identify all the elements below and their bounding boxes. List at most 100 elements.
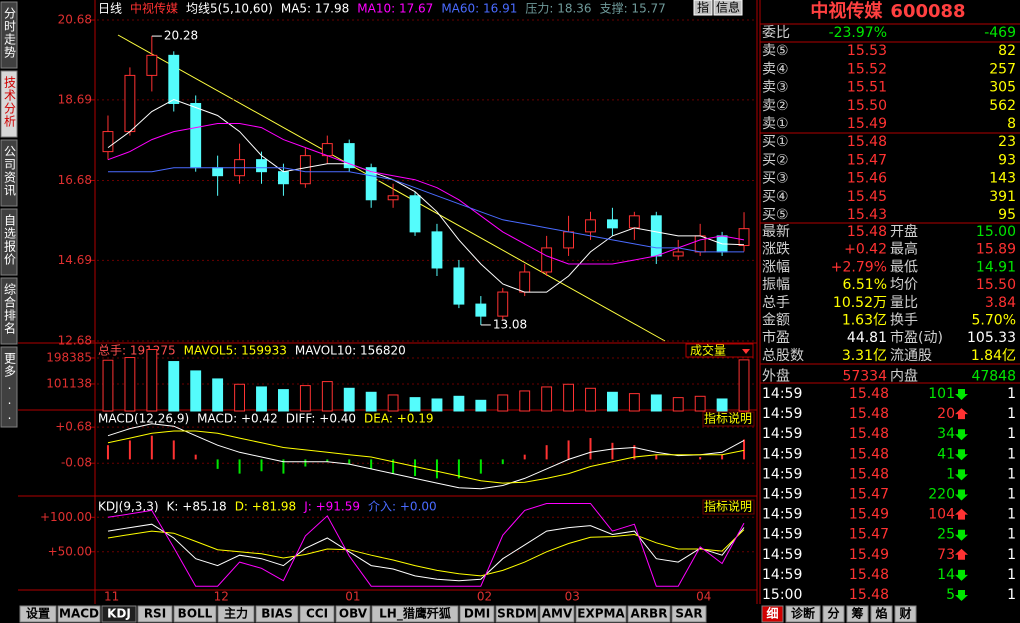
- volume-bar: [409, 397, 421, 412]
- volume-bar: [475, 399, 487, 412]
- legend-item: 总手: 191275: [98, 344, 176, 358]
- trade-count: 1: [1007, 426, 1016, 442]
- stock-title: 中视传媒 600088: [810, 0, 965, 22]
- chart-title: MACD(12,26,9): [98, 412, 189, 426]
- bottom-tab[interactable]: [459, 605, 495, 623]
- bottom-tab[interactable]: [539, 605, 575, 623]
- volume-bar: [124, 357, 136, 412]
- side-tab-label: 分时走势: [3, 7, 17, 59]
- volume-bar: [343, 387, 355, 412]
- bottom-tab[interactable]: [173, 605, 217, 623]
- quote-tab[interactable]: [785, 605, 821, 623]
- legend-item: DIFF: +0.40: [286, 412, 356, 426]
- series-line: [107, 430, 745, 484]
- indicator-name: 均线5(5,10,60): [186, 2, 273, 16]
- quote-tab[interactable]: [822, 605, 845, 623]
- quote-tab[interactable]: [761, 605, 784, 623]
- bottom-tab-label: BOLL: [178, 607, 213, 621]
- trade-count: 1: [1007, 567, 1016, 583]
- book-volume: 8: [1007, 116, 1016, 132]
- side-tab-label: 自选报价: [3, 214, 17, 266]
- book-label: 买③: [762, 171, 789, 187]
- volume-bar: [146, 349, 158, 412]
- bottom-tab[interactable]: [335, 605, 371, 623]
- side-tab[interactable]: [0, 1, 18, 69]
- header-button[interactable]: [713, 0, 743, 16]
- note-box[interactable]: [702, 499, 755, 515]
- candle-body: [299, 155, 311, 185]
- side-tab[interactable]: [0, 139, 18, 207]
- bottom-tab[interactable]: [495, 605, 539, 623]
- legend-item: 介入: +0.00: [368, 500, 437, 514]
- bottom-tab[interactable]: [101, 605, 137, 623]
- series-line: [107, 423, 745, 490]
- dropdown[interactable]: [685, 343, 754, 358]
- trade-price: 15.48: [849, 466, 889, 482]
- bottom-tab-label: RSI: [144, 607, 166, 621]
- trade-volume: 104: [928, 507, 955, 523]
- book-volume: 93: [998, 152, 1016, 168]
- stat-value: 14.91: [976, 259, 1016, 275]
- dropdown-arrow: [742, 349, 750, 354]
- header-button[interactable]: [693, 0, 713, 16]
- candle-body: [475, 303, 487, 317]
- candle-body: [277, 171, 289, 185]
- stat-value: 3.84: [985, 295, 1016, 311]
- trade-price: 15.48: [849, 406, 889, 422]
- arrow-down: [955, 569, 968, 581]
- book-price: 15.52: [847, 61, 887, 77]
- side-tab[interactable]: [0, 346, 18, 428]
- bottom-tab[interactable]: [217, 605, 255, 623]
- bottom-tab[interactable]: [137, 605, 173, 623]
- trade-time: 14:59: [762, 547, 802, 563]
- legend-item: MA5: 17.98: [281, 2, 349, 16]
- bottom-tab[interactable]: [575, 605, 627, 623]
- trade-count: 1: [1007, 406, 1016, 422]
- volume-bar: [716, 398, 728, 412]
- side-tab[interactable]: [0, 277, 18, 345]
- bottom-tab[interactable]: [57, 605, 101, 623]
- quote-tab-label: 诊断: [791, 606, 815, 621]
- x-tick-label: 11: [104, 590, 119, 604]
- book-label: 买②: [762, 152, 789, 168]
- stat-value: 10.52万: [833, 295, 887, 311]
- trade-count: 1: [1007, 446, 1016, 462]
- bottom-tab-label: BIAS: [261, 607, 293, 621]
- stat-label: 换手: [890, 312, 918, 329]
- bottom-tab[interactable]: [255, 605, 299, 623]
- bottom-tab[interactable]: [627, 605, 671, 623]
- quote-tab-label: 财: [898, 606, 911, 621]
- bottom-tab[interactable]: [19, 605, 57, 623]
- trade-count: 1: [1007, 487, 1016, 503]
- stat-value: 1.63亿: [842, 313, 887, 329]
- stat-label: 均价: [890, 277, 918, 293]
- stat-value: +0.42: [844, 242, 887, 258]
- volume-bar: [606, 391, 618, 412]
- note-box[interactable]: [702, 411, 755, 427]
- candle-body: [124, 74, 136, 133]
- quote-tab[interactable]: [894, 605, 917, 623]
- quote-tab[interactable]: [870, 605, 893, 623]
- stat-label: 金额: [762, 313, 790, 329]
- trade-price: 15.49: [849, 507, 889, 523]
- stat-label: 最低: [890, 259, 918, 275]
- trade-price: 15.48: [849, 386, 889, 402]
- trade-volume: 25: [937, 527, 955, 543]
- y-tick-label: 14.69: [58, 253, 92, 267]
- quote-tab[interactable]: [846, 605, 869, 623]
- volume-bar: [519, 390, 531, 412]
- side-tab[interactable]: [0, 70, 18, 138]
- side-tab[interactable]: [0, 208, 18, 276]
- bottom-tab-label: 主力: [224, 606, 248, 621]
- x-tick-label: 04: [696, 590, 711, 604]
- candle-body: [497, 291, 509, 317]
- bottom-tab[interactable]: [371, 605, 459, 623]
- bottom-tab[interactable]: [299, 605, 335, 623]
- trade-volume: 101: [928, 386, 955, 402]
- series-line: [107, 98, 745, 293]
- arrow-down: [955, 429, 968, 441]
- tabs: 指信息 分时走势技术分析公司资讯自选报价综合排名更多... 设置 MACD KDJ RSI…: [0, 0, 917, 623]
- candle-body: [650, 215, 662, 257]
- bottom-tab[interactable]: [671, 605, 707, 623]
